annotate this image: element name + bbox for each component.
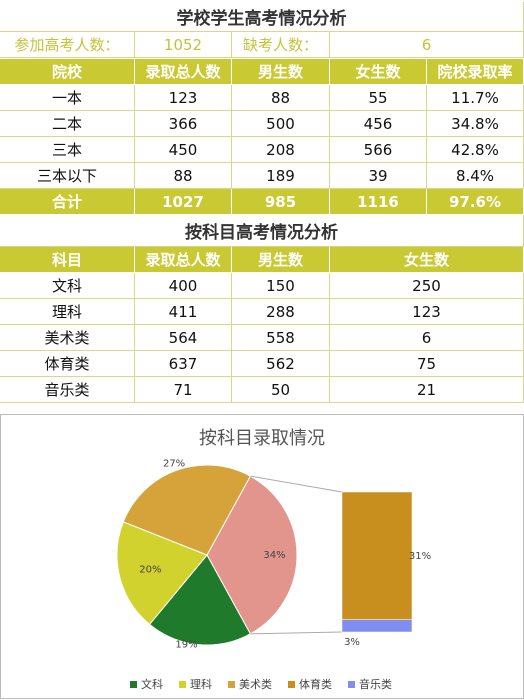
data-label: 27%: [163, 459, 185, 470]
legend-label: 音乐类: [359, 677, 392, 691]
header-cell: 男生数: [232, 247, 330, 273]
table-cell: 123: [135, 85, 232, 111]
table-cell: 208: [232, 137, 330, 163]
summary-label: 参加高考人数：: [0, 32, 135, 58]
table-cell: 二本: [0, 111, 135, 137]
table-cell: 88: [232, 85, 330, 111]
legend-label: 文科: [141, 677, 163, 691]
legend-swatch: [348, 681, 355, 688]
table-cell: 55: [330, 85, 427, 111]
table-cell: 71: [135, 377, 232, 403]
legend-swatch: [179, 681, 186, 688]
header-cell: 男生数: [232, 59, 330, 85]
data-label: 20%: [139, 565, 161, 576]
table-cell: 450: [135, 137, 232, 163]
bar-segment: [341, 491, 413, 620]
chart: 按科目录取情况 34% 19% 20% 27% 31% 3% 文科 理科 美术类 体育类 音乐类: [0, 414, 524, 699]
total-cell: 1027: [135, 189, 232, 215]
legend-label: 体育类: [299, 677, 332, 691]
bar-segment: [341, 619, 413, 633]
chart-title: 按科目录取情况: [199, 428, 325, 449]
table-cell: 6: [330, 325, 524, 351]
table-cell: 11.7%: [427, 85, 524, 111]
table-cell: 理科: [0, 299, 135, 325]
total-cell: 1116: [330, 189, 427, 215]
table-cell: 42.8%: [427, 137, 524, 163]
table-cell: 150: [232, 273, 330, 299]
table-cell: 21: [330, 377, 524, 403]
legend-swatch: [228, 681, 235, 688]
header-cell: 科目: [0, 247, 135, 273]
table-cell: 美术类: [0, 325, 135, 351]
table-cell: 366: [135, 111, 232, 137]
total-cell: 97.6%: [427, 189, 524, 215]
table-cell: 562: [232, 351, 330, 377]
total-cell: 合计: [0, 189, 135, 215]
header-cell: 院校: [0, 59, 135, 85]
legend-swatch: [288, 681, 295, 688]
pie-slice: [122, 464, 252, 556]
table-cell: 189: [232, 163, 330, 189]
table-cell: 566: [330, 137, 427, 163]
total-cell: 985: [232, 189, 330, 215]
table-cell: 75: [330, 351, 524, 377]
summary-value: 6: [330, 32, 524, 58]
connector: [250, 475, 343, 493]
table-cell: 8.4%: [427, 163, 524, 189]
data-label: 34%: [263, 550, 285, 561]
legend-label: 理科: [190, 677, 212, 691]
data-label: 19%: [175, 640, 197, 651]
summary-label: 缺考人数：: [232, 32, 330, 58]
table-cell: 123: [330, 299, 524, 325]
data-label: 3%: [344, 637, 360, 648]
table-cell: 400: [135, 273, 232, 299]
table-cell: 一本: [0, 85, 135, 111]
table-cell: 88: [135, 163, 232, 189]
table-cell: 564: [135, 325, 232, 351]
header-cell: 女生数: [330, 59, 427, 85]
table-cell: 50: [232, 377, 330, 403]
pie-slice: [116, 521, 208, 626]
summary-value: 1052: [135, 32, 232, 58]
table-cell: 411: [135, 299, 232, 325]
connector: [250, 631, 343, 635]
header-cell: 录取总人数: [135, 247, 232, 273]
table-cell: 34.8%: [427, 111, 524, 137]
header-cell: 院校录取率: [427, 59, 524, 85]
table-cell: 288: [232, 299, 330, 325]
table-cell: 637: [135, 351, 232, 377]
header-cell: 录取总人数: [135, 59, 232, 85]
table-cell: 三本以下: [0, 163, 135, 189]
legend-swatch: [130, 681, 137, 688]
legend-label: 美术类: [239, 677, 272, 691]
table-cell: 558: [232, 325, 330, 351]
table-title: 学校学生高考情况分析: [0, 2, 524, 32]
pie-slice: [148, 554, 252, 646]
table-cell: 文科: [0, 273, 135, 299]
table-cell: 三本: [0, 137, 135, 163]
data-label: 31%: [409, 551, 431, 562]
table-cell: 39: [330, 163, 427, 189]
table-title: 按科目高考情况分析: [0, 215, 524, 247]
table-cell: 456: [330, 111, 427, 137]
pie-slice: [206, 475, 298, 635]
table-cell: 音乐类: [0, 377, 135, 403]
table-cell: 500: [232, 111, 330, 137]
table-cell: 250: [330, 273, 524, 299]
header-cell: 女生数: [330, 247, 524, 273]
table-cell: 体育类: [0, 351, 135, 377]
